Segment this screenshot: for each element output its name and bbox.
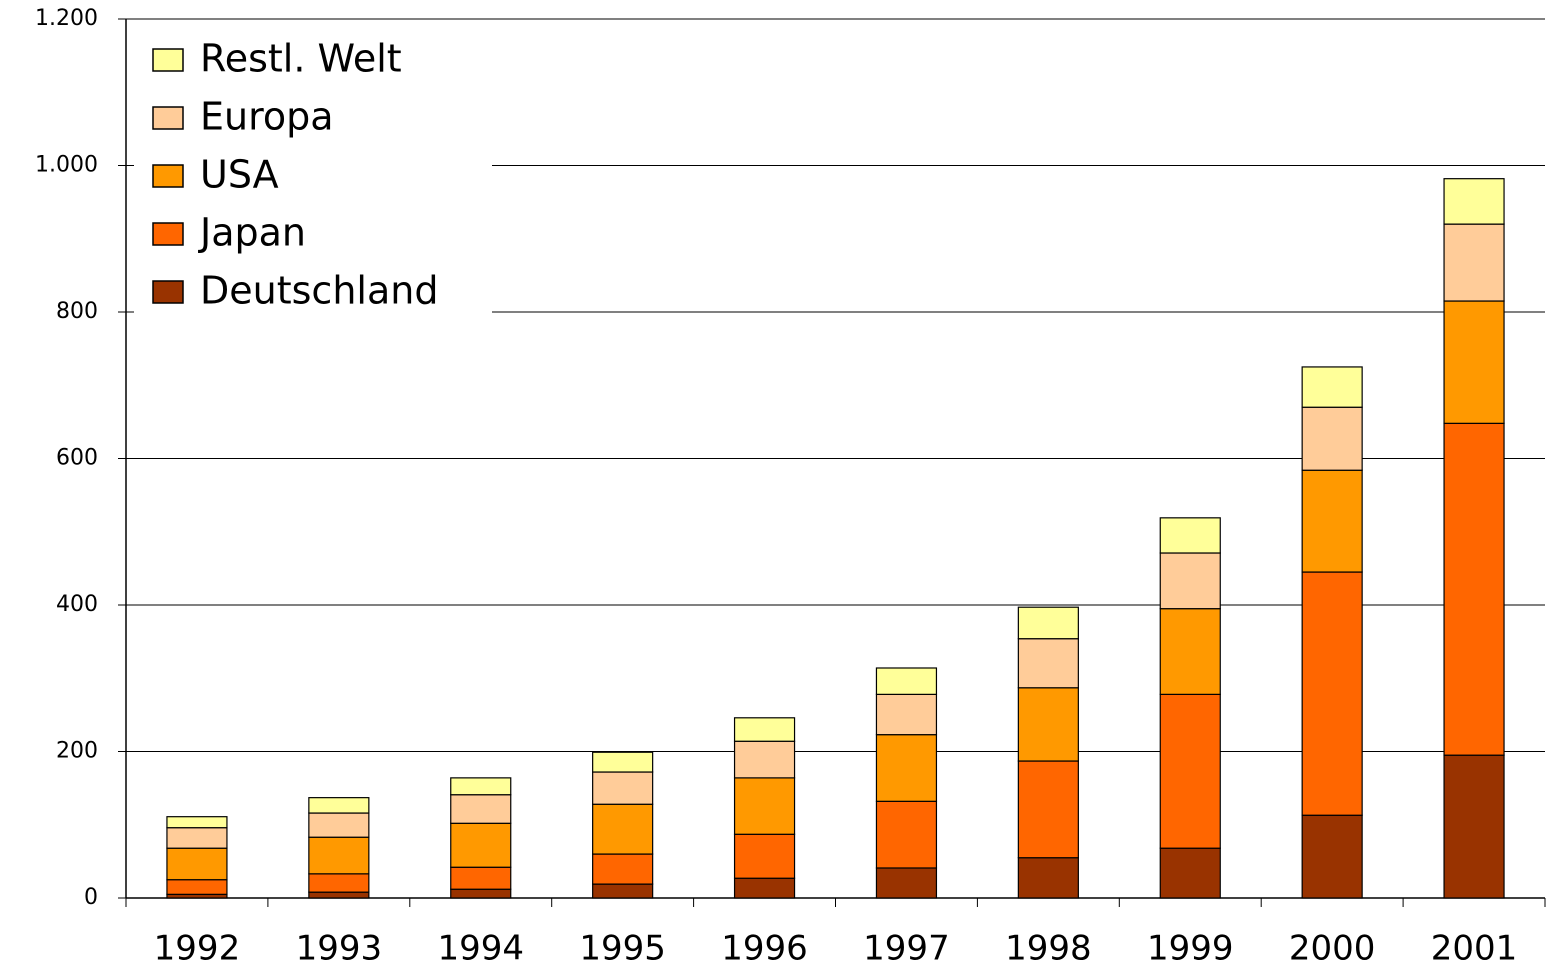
bar-segment bbox=[1443, 300, 1505, 424]
x-tick-label: 1995 bbox=[579, 929, 666, 967]
y-tick-label: 400 bbox=[56, 592, 98, 617]
legend-swatch bbox=[152, 222, 184, 246]
x-tick-label: 1992 bbox=[154, 929, 241, 967]
x-tick-label: 1994 bbox=[437, 929, 524, 967]
legend-label: Deutschland bbox=[200, 269, 438, 313]
bar-segment bbox=[1301, 469, 1363, 573]
bar-segment bbox=[308, 873, 370, 893]
bar-segment bbox=[733, 833, 796, 879]
bar-segment bbox=[733, 717, 796, 742]
legend-box bbox=[134, 30, 492, 320]
bar-segment bbox=[308, 836, 370, 875]
bar-segment bbox=[733, 740, 796, 779]
bar-segment bbox=[1159, 608, 1221, 695]
bar-segment bbox=[450, 888, 512, 899]
bar-segment bbox=[1301, 571, 1363, 816]
bar-segment bbox=[166, 816, 228, 829]
y-tick-label: 1.000 bbox=[35, 153, 98, 178]
bar-segment bbox=[1159, 693, 1221, 849]
x-tick-label: 2000 bbox=[1289, 929, 1376, 967]
bar-segment bbox=[1443, 223, 1505, 302]
bar-segment bbox=[166, 879, 228, 895]
bar-segment bbox=[1017, 606, 1079, 640]
bar-segment bbox=[592, 853, 654, 885]
bar-segment bbox=[308, 797, 370, 814]
y-tick-label: 600 bbox=[56, 446, 98, 471]
bar-segment bbox=[1017, 857, 1079, 899]
legend-swatch bbox=[152, 164, 184, 188]
x-tick-label: 1997 bbox=[863, 929, 950, 967]
bar-segment bbox=[450, 866, 512, 890]
legend-swatch bbox=[152, 106, 184, 130]
y-tick-label: 200 bbox=[56, 739, 98, 764]
bar-segment bbox=[592, 883, 654, 899]
bar-segment bbox=[592, 771, 654, 805]
bar-segment bbox=[733, 877, 796, 899]
bar-segment bbox=[1301, 406, 1363, 471]
bar-segment bbox=[450, 794, 512, 824]
x-tick-label: 2001 bbox=[1431, 929, 1518, 967]
bar-segment bbox=[166, 827, 228, 849]
legend-label: Japan bbox=[198, 211, 306, 255]
bar-segment bbox=[592, 803, 654, 855]
bar-segment bbox=[1159, 847, 1221, 899]
bar-segment bbox=[592, 751, 654, 773]
bar-segment bbox=[875, 693, 938, 736]
bar-segment bbox=[1159, 552, 1221, 610]
bar-segment bbox=[308, 812, 370, 838]
bar-segment bbox=[450, 777, 512, 796]
legend-swatch bbox=[152, 280, 184, 304]
legend-label: Europa bbox=[200, 95, 334, 139]
bar-segment bbox=[1301, 366, 1363, 408]
x-tick-label: 1999 bbox=[1147, 929, 1234, 967]
legend-label: USA bbox=[200, 153, 279, 197]
bar-segment bbox=[875, 667, 938, 695]
bar-segment bbox=[450, 822, 512, 868]
x-tick-label: 1993 bbox=[296, 929, 383, 967]
y-tick-label: 800 bbox=[56, 299, 98, 324]
bar-segment bbox=[733, 777, 796, 835]
bar-segment bbox=[1443, 754, 1505, 899]
bar-segment bbox=[166, 847, 228, 881]
x-tick-label: 1996 bbox=[721, 929, 808, 967]
bar-segment bbox=[1017, 760, 1079, 859]
y-tick-label: 0 bbox=[84, 885, 98, 910]
bar-segment bbox=[1159, 517, 1221, 554]
bar-segment bbox=[1017, 687, 1079, 762]
bar-segment bbox=[1443, 422, 1505, 756]
y-tick-label: 1.200 bbox=[35, 6, 98, 31]
bar-segment bbox=[1301, 814, 1363, 899]
bar-segment bbox=[1017, 638, 1079, 689]
bar-segment bbox=[308, 891, 370, 899]
x-tick-label: 1998 bbox=[1005, 929, 1092, 967]
bar-segment bbox=[875, 734, 938, 802]
bar-segment bbox=[1443, 178, 1505, 225]
bar-segment bbox=[875, 867, 938, 899]
legend-swatch bbox=[152, 48, 184, 72]
legend-label: Restl. Welt bbox=[200, 37, 402, 81]
bar-segment bbox=[875, 800, 938, 869]
